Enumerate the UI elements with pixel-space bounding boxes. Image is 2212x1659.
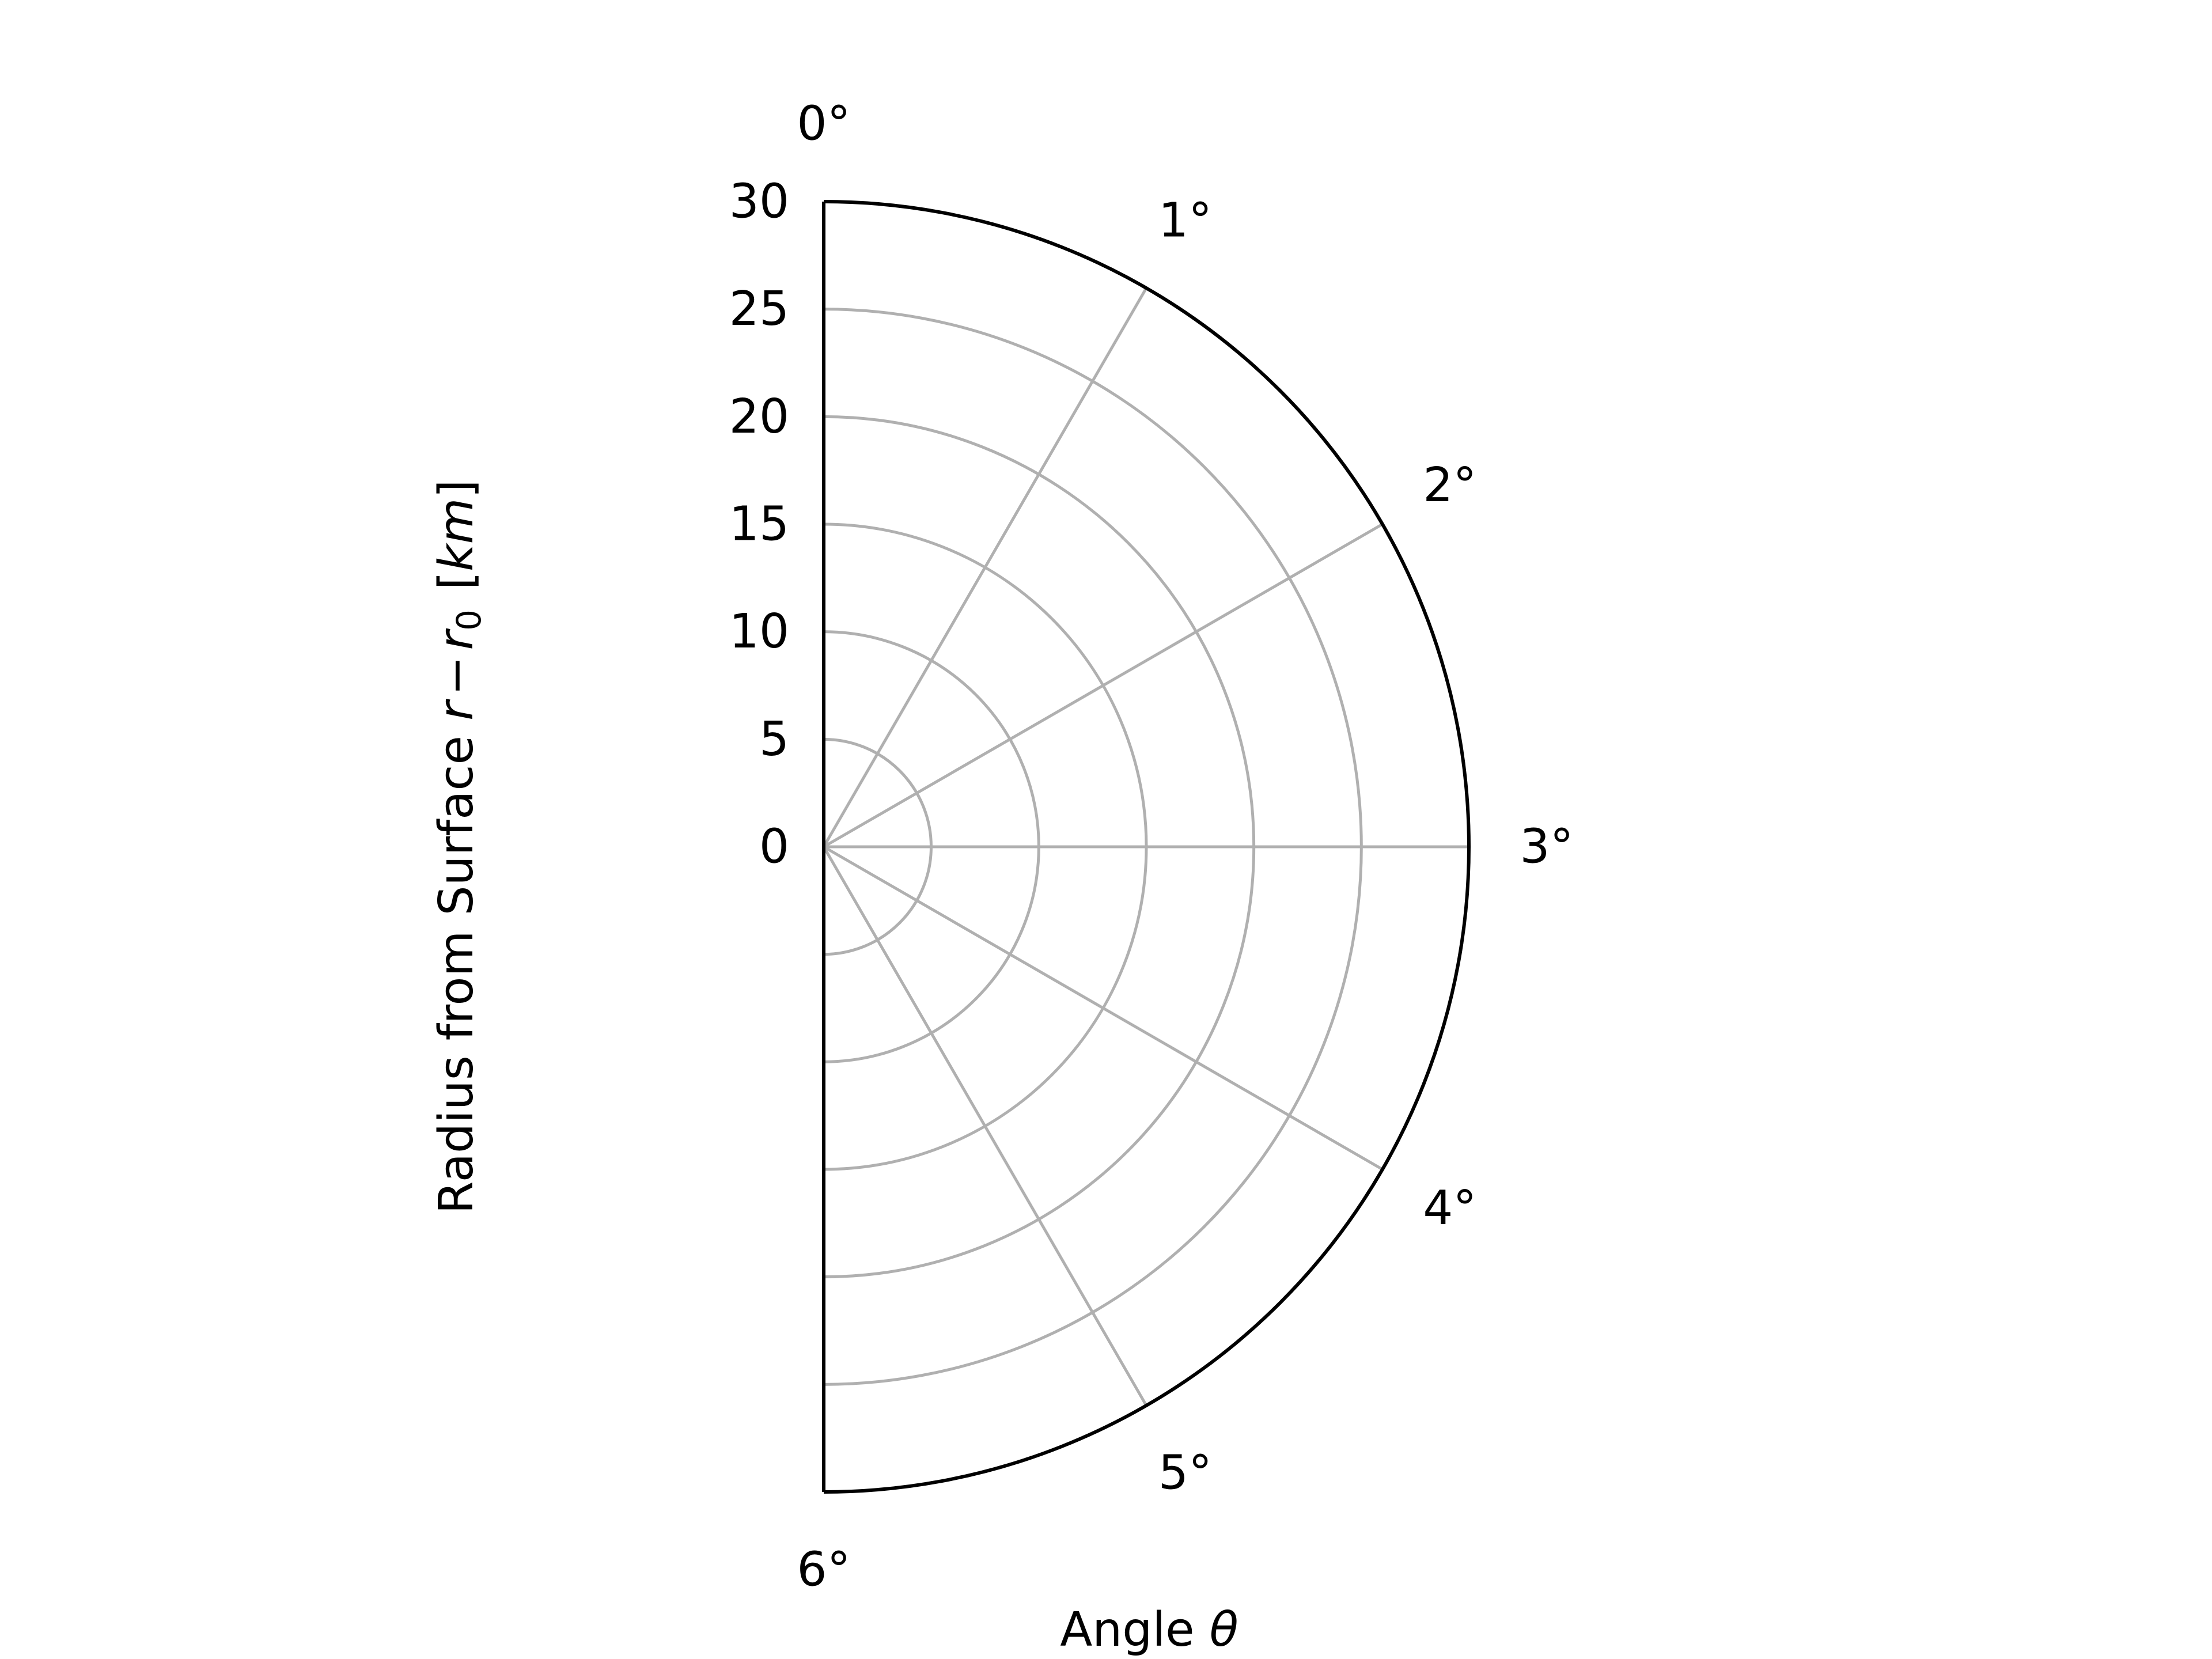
chart-frame [822,200,1471,1494]
radius-tick-label: 5 [759,712,789,767]
radius-tick-label: 20 [729,389,789,444]
outer-arc [823,200,1471,1494]
theta-grid-line [822,287,1148,848]
theta-tick-label: 6° [797,1543,850,1597]
theta-grid-line [823,845,1384,1171]
radius-tick-labels: 0 5 10 15 20 25 30 [729,175,789,874]
theta-tick-label: 1° [1158,194,1212,248]
radius-tick-label: 0 [759,820,789,874]
theta-tick-labels: 0° 1° 2° 3° 4° 5° 6° [797,97,1573,1597]
theta-tick-label: 4° [1423,1181,1476,1236]
grid-lines [822,287,1469,1407]
theta-tick-label: 3° [1520,820,1573,874]
theta-tick-label: 5° [1158,1445,1212,1500]
radius-tick-label: 25 [729,282,789,336]
x-axis-label: Angle θ [1060,1603,1238,1657]
radius-tick-label: 15 [729,497,789,552]
theta-grid-line [823,522,1384,849]
y-axis-label: Radius from Surface r−r0[km] [429,480,488,1214]
theta-grid-line [822,846,1148,1407]
radius-tick-label: 30 [729,175,789,229]
theta-tick-label: 0° [797,97,850,151]
theta-tick-label: 2° [1423,458,1476,513]
radius-tick-label: 10 [729,604,789,659]
